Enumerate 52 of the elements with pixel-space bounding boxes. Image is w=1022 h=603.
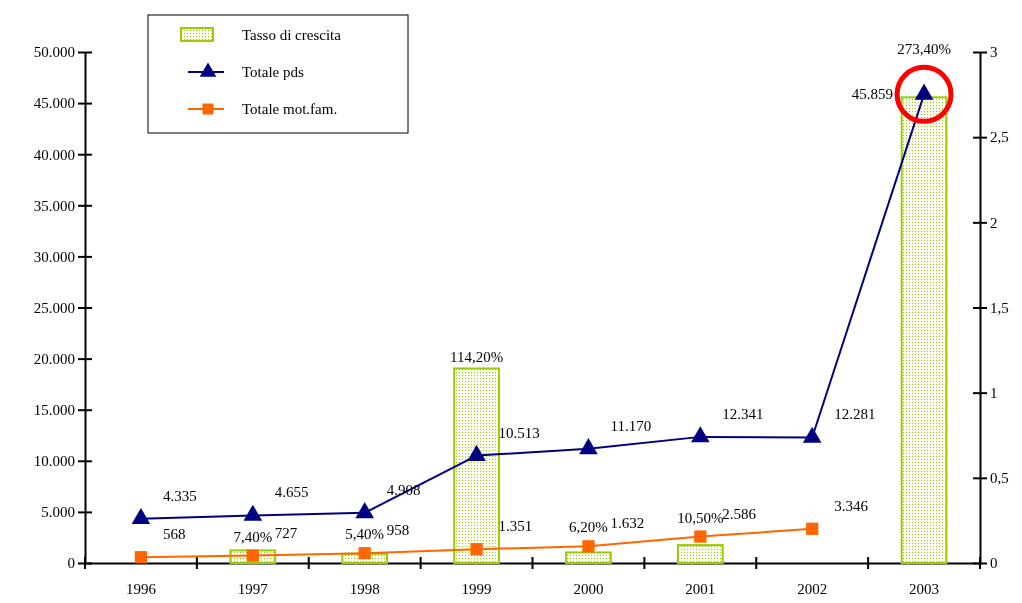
x-tick-label: 2003 [909,580,940,597]
y2-tick-label: 1,5 [990,299,1009,316]
x-tick-label: 2000 [573,580,604,597]
x-tick-label: 2001 [685,580,716,597]
data-label: 45.859 [851,86,894,103]
y-tick-label: 40.000 [33,146,75,163]
data-label: 114,20% [449,349,504,366]
data-label: 958 [386,522,410,539]
data-label: 4.655 [274,484,309,501]
bar [676,544,724,564]
data-label: 3.346 [834,497,869,514]
data-label: 4.335 [162,487,197,504]
y-tick-label: 50.000 [33,44,75,61]
y-tick-label: 30.000 [33,248,75,265]
data-label: 273,40% [897,41,951,58]
x-tick-label: 1998 [349,580,380,597]
data-label: 10,50% [677,509,724,526]
data-label: 11.170 [610,417,652,434]
y2-tick-label: 2,5 [990,129,1009,146]
legend-label: Tasso di crescita [242,27,342,43]
data-label: 12.281 [834,406,876,423]
y2-tick-label: 0,5 [990,470,1009,487]
data-label: 12.341 [722,405,764,422]
y-tick-label: 10.000 [33,453,75,470]
y-tick-label: 20.000 [33,350,75,367]
y-tick-label: 45.000 [33,95,75,112]
x-tick-label: 1999 [461,580,492,597]
y-tick-label: 35.000 [33,197,75,214]
y-tick-label: 15.000 [33,402,75,418]
data-label: 6,20% [569,519,608,536]
data-label: 5,40% [345,526,385,543]
bar [453,367,500,564]
data-label: 2.586 [722,505,757,522]
data-label: 568 [162,526,186,543]
data-label: 727 [274,524,298,541]
data-label: 1.632 [610,515,645,532]
y2-tick-label: 2 [990,214,998,231]
y-tick-label: 5.000 [41,504,75,521]
data-label: 10.513 [498,424,540,441]
x-tick-label: 1996 [125,580,157,597]
data-label: 1.351 [498,518,533,535]
y2-tick-label: 1 [990,384,998,401]
bar [565,551,612,564]
legend-label: Totale mot.fam. [242,101,338,117]
y-tick-label: 25.000 [33,299,75,316]
legend-label: Totale pds [242,64,305,80]
x-tick-label: 2002 [797,580,828,597]
y2-tick-label: 0 [990,555,998,572]
x-tick-label: 1997 [237,580,269,597]
data-label: 7,40% [233,528,273,545]
y2-tick-label: 3 [990,44,998,61]
y-tick-label: 0 [67,555,75,572]
